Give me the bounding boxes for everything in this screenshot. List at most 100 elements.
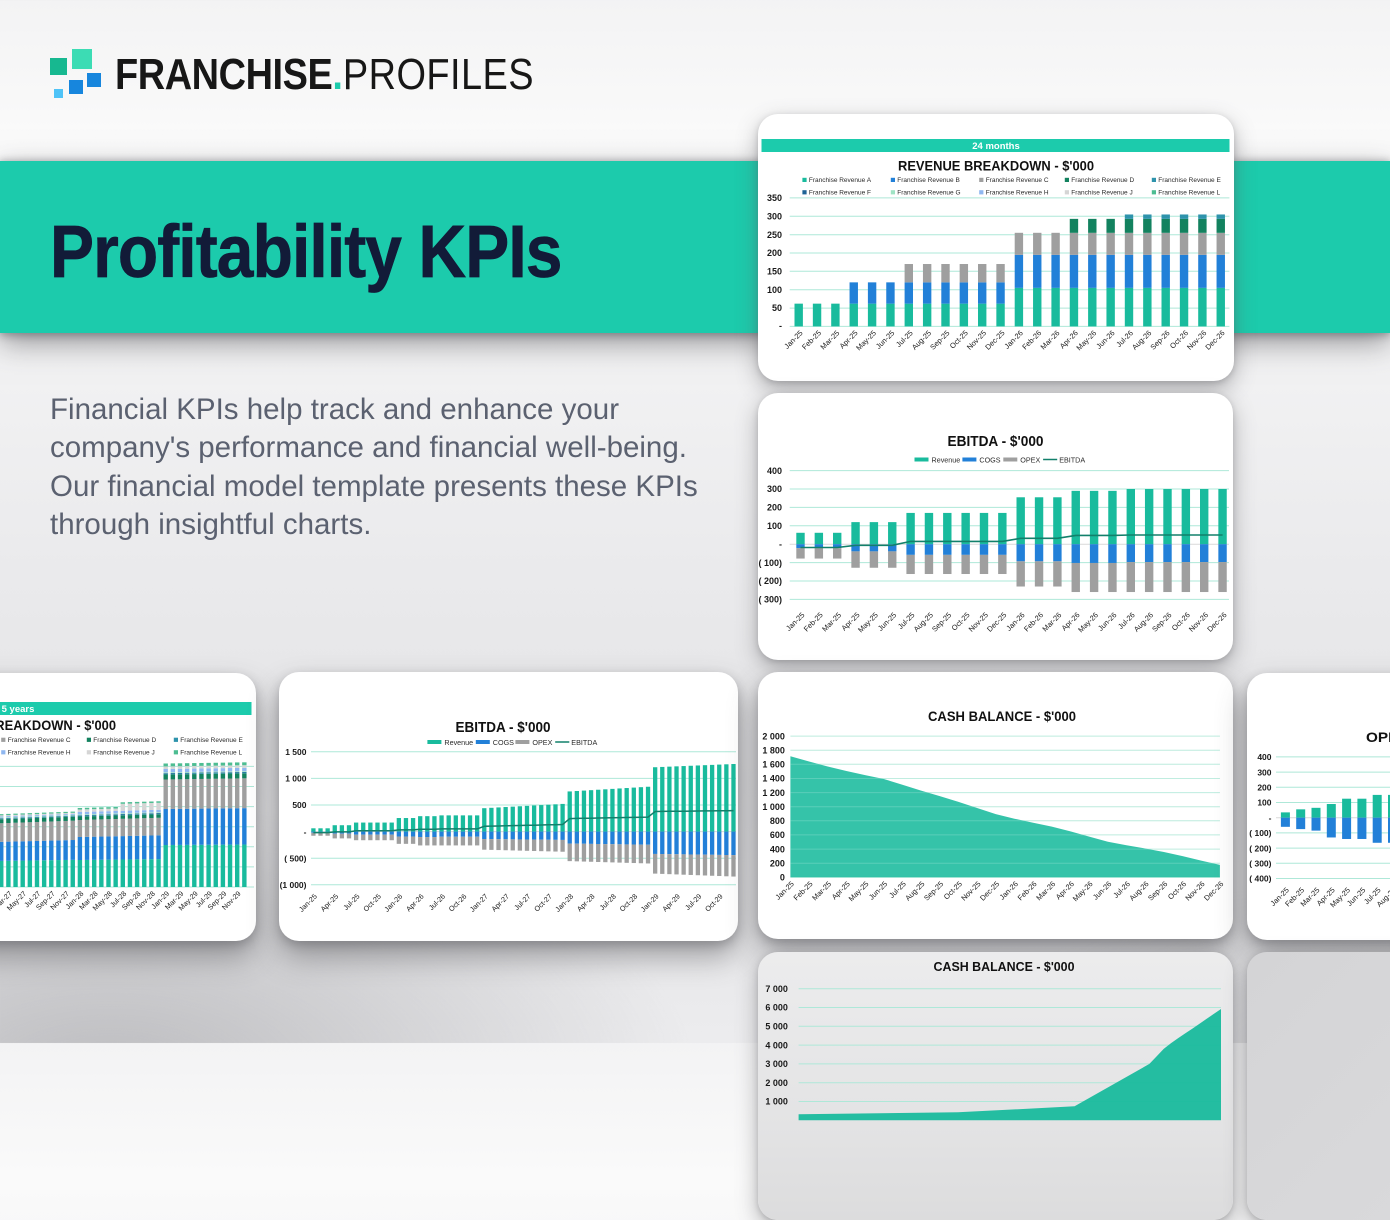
svg-text:300: 300 xyxy=(1257,767,1271,777)
svg-text:200: 200 xyxy=(766,248,781,258)
svg-text:5 000: 5 000 xyxy=(765,1021,788,1031)
svg-text:Nov-26: Nov-26 xyxy=(1183,879,1206,902)
svg-text:Feb-25: Feb-25 xyxy=(800,328,823,351)
svg-text:1 800: 1 800 xyxy=(762,745,785,755)
svg-text:100: 100 xyxy=(1257,797,1271,807)
svg-text:CASH BALANCE - $'000: CASH BALANCE - $'000 xyxy=(928,708,1076,724)
svg-text:Franchise Revenue H: Franchise Revenue H xyxy=(8,749,71,756)
svg-text:Nov-25: Nov-25 xyxy=(964,328,987,351)
svg-text:Jun-26: Jun-26 xyxy=(1094,328,1116,350)
svg-text:Franchise Revenue E: Franchise Revenue E xyxy=(181,736,244,743)
svg-text:Jun-25: Jun-25 xyxy=(873,328,895,350)
svg-text:2 000: 2 000 xyxy=(765,1077,788,1087)
svg-text:Dec-25: Dec-25 xyxy=(978,879,1001,902)
svg-text:1 400: 1 400 xyxy=(762,774,785,784)
svg-text:Jan-28: Jan-28 xyxy=(553,892,575,914)
svg-text:500: 500 xyxy=(292,800,306,810)
svg-text:Dec-26: Dec-26 xyxy=(1203,328,1226,351)
svg-text:Jan-25: Jan-25 xyxy=(773,879,795,901)
svg-text:Franchise Revenue G: Franchise Revenue G xyxy=(897,189,960,196)
svg-text:Dec-26: Dec-26 xyxy=(1205,610,1228,633)
svg-text:Sep-25: Sep-25 xyxy=(928,328,951,351)
svg-text:24 months: 24 months xyxy=(972,141,1020,152)
svg-text:Franchise Revenue F: Franchise Revenue F xyxy=(808,189,870,196)
svg-text:1 500: 1 500 xyxy=(285,747,307,757)
svg-text:( 100): ( 100) xyxy=(758,558,782,568)
svg-text:Franchise Revenue L: Franchise Revenue L xyxy=(1158,189,1220,196)
svg-text:Apr-27: Apr-27 xyxy=(489,892,511,914)
svg-text:400: 400 xyxy=(1257,752,1271,762)
svg-text:CASH BALANCE - $'000: CASH BALANCE - $'000 xyxy=(934,959,1075,974)
svg-text:Jan-26: Jan-26 xyxy=(382,892,404,914)
svg-text:( 400): ( 400) xyxy=(1249,873,1271,883)
svg-text:( 300): ( 300) xyxy=(758,595,782,605)
svg-text:Franchise Revenue B: Franchise Revenue B xyxy=(897,177,960,184)
svg-text:May-26: May-26 xyxy=(1076,610,1100,634)
svg-text:Sep-26: Sep-26 xyxy=(1146,879,1169,902)
svg-text:Jan-26: Jan-26 xyxy=(998,879,1020,901)
svg-text:Aug-26: Aug-26 xyxy=(1131,610,1154,633)
svg-text:May-26: May-26 xyxy=(1074,328,1098,352)
svg-text:Franchise Revenue D: Franchise Revenue D xyxy=(1071,177,1134,184)
svg-text:Nov-25: Nov-25 xyxy=(959,879,982,902)
svg-text:Aug-26: Aug-26 xyxy=(1127,879,1150,902)
svg-text:May-25: May-25 xyxy=(847,879,871,903)
svg-text:(1 000): (1 000) xyxy=(279,880,306,890)
svg-text:100: 100 xyxy=(766,521,781,531)
svg-text:6 000: 6 000 xyxy=(765,1002,788,1012)
svg-text:Sep-25: Sep-25 xyxy=(929,610,952,633)
svg-text:Jul-25: Jul-25 xyxy=(341,892,361,912)
svg-text:( 500): ( 500) xyxy=(284,853,306,863)
svg-text:Aug-25: Aug-25 xyxy=(911,610,934,633)
svg-text:400: 400 xyxy=(770,844,785,854)
svg-text:( 300): ( 300) xyxy=(1249,858,1271,868)
svg-text:Nov-25: Nov-25 xyxy=(966,610,989,633)
svg-text:REVENUE BREAKDOWN - $'000: REVENUE BREAKDOWN - $'000 xyxy=(0,718,117,733)
svg-text:Oct-26: Oct-26 xyxy=(446,892,468,914)
svg-text:Franchise Revenue L: Franchise Revenue L xyxy=(181,749,243,756)
svg-text:Jan-29: Jan-29 xyxy=(638,892,660,914)
svg-text:OPEX: OPEX xyxy=(532,738,552,747)
svg-text:1 000: 1 000 xyxy=(762,802,785,812)
svg-text:Mar-26: Mar-26 xyxy=(1034,879,1057,902)
svg-text:150: 150 xyxy=(766,266,781,276)
svg-text:200: 200 xyxy=(1257,782,1271,792)
svg-text:Jun-26: Jun-26 xyxy=(1091,879,1113,901)
svg-text:COGS: COGS xyxy=(492,738,513,747)
svg-text:May-25: May-25 xyxy=(854,328,878,352)
svg-text:Dec-26: Dec-26 xyxy=(1202,879,1225,902)
svg-text:COGS: COGS xyxy=(979,455,1000,464)
svg-text:Jul-27: Jul-27 xyxy=(512,892,532,912)
svg-text:50: 50 xyxy=(771,303,781,313)
svg-text:-: - xyxy=(1269,812,1272,822)
svg-text:Franchise Revenue C: Franchise Revenue C xyxy=(8,736,71,743)
svg-text:EBITDA: EBITDA xyxy=(571,738,597,747)
svg-text:EBITDA - $'000: EBITDA - $'000 xyxy=(947,434,1043,450)
svg-text:Jan-25: Jan-25 xyxy=(296,892,318,914)
svg-text:May-26: May-26 xyxy=(1071,879,1095,903)
svg-text:Feb-25: Feb-25 xyxy=(792,879,815,902)
svg-text:3 000: 3 000 xyxy=(765,1059,788,1069)
svg-text:0: 0 xyxy=(780,873,785,883)
svg-text:Apr-29: Apr-29 xyxy=(660,892,682,914)
svg-text:250: 250 xyxy=(766,229,781,239)
svg-text:200: 200 xyxy=(766,503,781,513)
svg-text:-: - xyxy=(779,320,782,330)
svg-text:OPERATING EXPENSES - $'000: OPERATING EXPENSES - $'000 xyxy=(1366,729,1390,745)
svg-text:Aug-26: Aug-26 xyxy=(1130,328,1153,351)
svg-text:Feb-26: Feb-26 xyxy=(1022,610,1045,633)
svg-text:1 600: 1 600 xyxy=(762,760,785,770)
svg-text:Mar-26: Mar-26 xyxy=(1038,328,1061,351)
svg-text:Feb-25: Feb-25 xyxy=(801,610,824,633)
svg-text:Revenue: Revenue xyxy=(931,455,960,464)
svg-text:EBITDA: EBITDA xyxy=(1059,455,1085,464)
svg-text:2 000: 2 000 xyxy=(762,731,785,741)
svg-text:Mar-25: Mar-25 xyxy=(810,879,833,902)
svg-text:300: 300 xyxy=(766,484,781,494)
svg-text:-: - xyxy=(779,539,782,549)
svg-text:200: 200 xyxy=(770,858,785,868)
svg-text:1 000: 1 000 xyxy=(285,774,307,784)
svg-text:Jan-27: Jan-27 xyxy=(467,892,489,914)
svg-text:Jul-28: Jul-28 xyxy=(597,892,617,912)
svg-text:May-25: May-25 xyxy=(856,610,880,634)
